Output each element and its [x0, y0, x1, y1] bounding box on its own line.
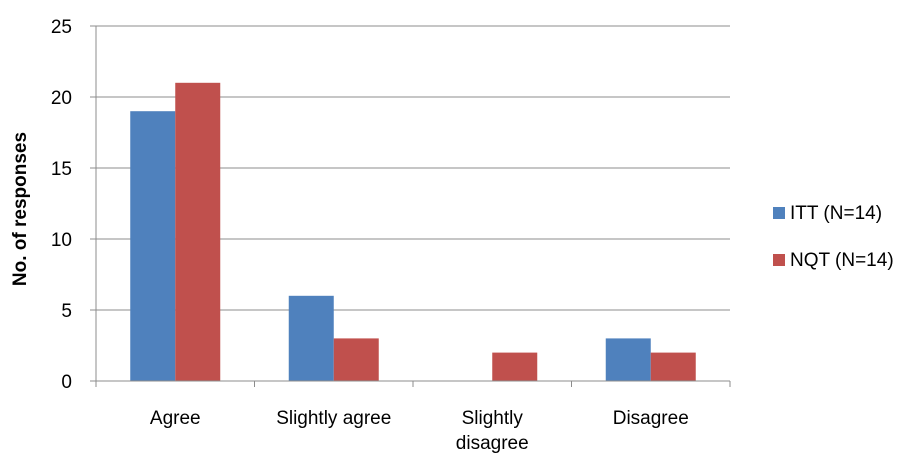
y-axis-title: No. of responses — [10, 132, 31, 286]
bar-nqt-0 — [175, 82, 221, 382]
y-tick-labels: 0 5 10 15 20 25 — [51, 17, 72, 393]
legend-swatch — [773, 254, 785, 266]
x-tick-label: Disagree — [613, 408, 689, 429]
x-tick-labels: Agree Slightly agree Slightly disagree Disag… — [150, 408, 689, 454]
y-tick-label: 25 — [51, 17, 72, 38]
bar-itt-1 — [288, 295, 334, 381]
x-tick-label: Slightly — [462, 408, 524, 429]
x-tick-label: disagree — [456, 433, 529, 454]
y-tick-label: 5 — [61, 301, 72, 322]
y-tick-label: 0 — [61, 372, 72, 393]
legend-swatch — [773, 207, 785, 219]
bars — [130, 82, 696, 382]
legend-label: ITT (N=14) — [790, 203, 882, 224]
x-tick-label: Slightly agree — [276, 408, 391, 429]
bar-nqt-1 — [333, 338, 379, 381]
bar-itt-0 — [130, 111, 176, 381]
bar-nqt-3 — [650, 352, 696, 381]
x-tick-label: Agree — [150, 408, 201, 429]
y-tick-label: 20 — [51, 88, 72, 109]
legend-label: NQT (N=14) — [790, 250, 894, 271]
bar-nqt-2 — [492, 352, 538, 381]
bar-itt-3 — [605, 338, 651, 381]
axes — [90, 25, 731, 387]
legend: ITT (N=14) NQT (N=14) — [773, 203, 894, 271]
y-tick-label: 15 — [51, 159, 72, 180]
y-tick-label: 10 — [51, 230, 72, 251]
